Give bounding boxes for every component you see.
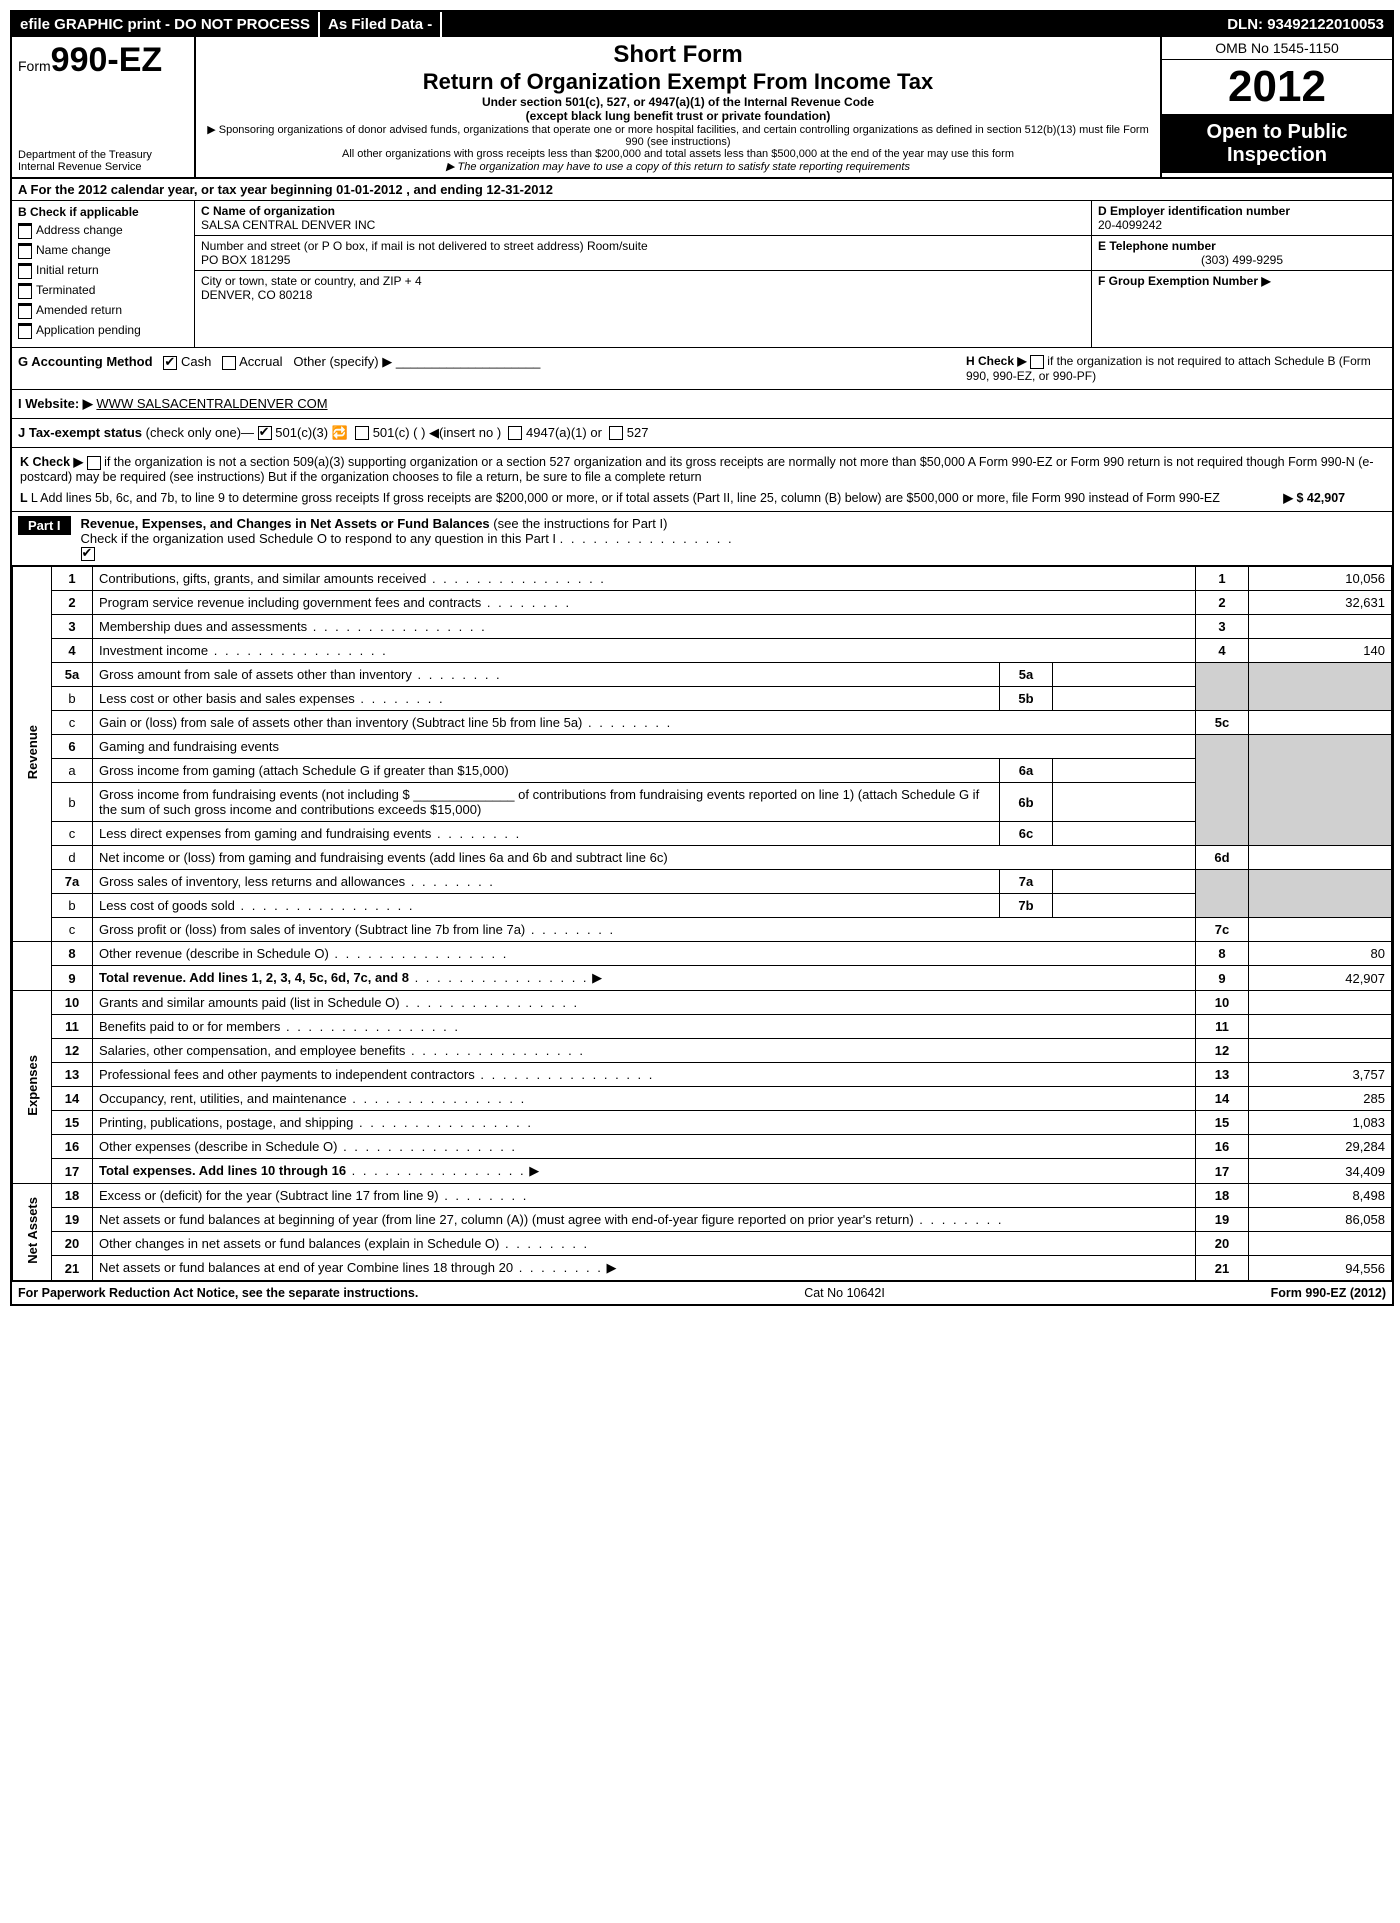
asfiled-label: As Filed Data - (320, 12, 442, 37)
total-revenue: 42,907 (1249, 966, 1392, 991)
line-16-value: 29,284 (1249, 1135, 1392, 1159)
block-b: B Check if applicable Address change Nam… (12, 201, 1392, 348)
row-a-tax-year: A For the 2012 calendar year, or tax yea… (12, 179, 1392, 201)
header-left: Form990-EZ Department of the Treasury In… (12, 37, 196, 177)
h-check: H Check ▶ if the organization is not req… (966, 354, 1386, 383)
side-expenses: Expenses (13, 991, 52, 1184)
form-header: Form990-EZ Department of the Treasury In… (12, 37, 1392, 179)
form-number: Form990-EZ (18, 41, 188, 80)
line-21-value: 94,556 (1249, 1256, 1392, 1281)
subtitle: Under section 501(c), 527, or 4947(a)(1)… (206, 95, 1150, 109)
header-note-3: ▶ The organization may have to use a cop… (206, 160, 1150, 173)
open-to-public: Open to Public Inspection (1162, 115, 1392, 173)
chk-k[interactable] (87, 456, 101, 470)
ein-value: 20-4099242 (1098, 218, 1386, 232)
org-city: DENVER, CO 80218 (201, 288, 1085, 302)
chk-527[interactable] (609, 426, 623, 440)
k-l-block: K Check ▶ if the organization is not a s… (12, 448, 1392, 512)
k-text: K Check ▶ if the organization is not a s… (20, 454, 1384, 484)
org-name-cell: C Name of organization SALSA CENTRAL DEN… (195, 201, 1091, 236)
gross-receipts-amount: ▶ $ 42,907 (1283, 491, 1345, 505)
section-c-org-info: C Name of organization SALSA CENTRAL DEN… (195, 201, 1091, 347)
total-expenses: 34,409 (1249, 1159, 1392, 1184)
chk-app-pending[interactable]: Application pending (18, 323, 188, 339)
header-title-block: Short Form Return of Organization Exempt… (196, 37, 1160, 177)
header-note-1: ▶ Sponsoring organizations of donor advi… (206, 123, 1150, 148)
phone-value: (303) 499-9295 (1098, 253, 1386, 267)
cat-no: Cat No 10642I (418, 1286, 1270, 1300)
efile-label: efile GRAPHIC print - DO NOT PROCESS (12, 12, 320, 37)
row-g-accounting: G Accounting Method Cash Accrual Other (… (12, 348, 1392, 390)
form-ref: Form 990-EZ (2012) (1271, 1286, 1386, 1300)
chk-schedule-b[interactable] (1030, 355, 1044, 369)
l-text: L L Add lines 5b, 6c, and 7b, to line 9 … (20, 490, 1384, 505)
header-note-2: All other organizations with gross recei… (206, 148, 1150, 160)
chk-cash[interactable] (163, 356, 177, 370)
g-label: G Accounting Method (18, 354, 153, 369)
return-title: Return of Organization Exempt From Incom… (206, 69, 1150, 95)
org-name: SALSA CENTRAL DENVER INC (201, 218, 1085, 232)
side-revenue: Revenue (13, 567, 52, 942)
chk-amended[interactable]: Amended return (18, 303, 188, 319)
line-4-value: 140 (1249, 639, 1392, 663)
org-city-cell: City or town, state or country, and ZIP … (195, 271, 1091, 347)
dept-treasury: Department of the Treasury Internal Reve… (18, 149, 188, 173)
form-990ez-page: efile GRAPHIC print - DO NOT PROCESS As … (10, 10, 1394, 1306)
line-1-desc: Contributions, gifts, grants, and simila… (93, 567, 1196, 591)
row-i-website: I Website: ▶ WWW SALSACENTRALDENVER COM (12, 390, 1392, 419)
header-right: OMB No 1545-1150 2012 Open to Public Ins… (1160, 37, 1392, 177)
top-bar: efile GRAPHIC print - DO NOT PROCESS As … (12, 12, 1392, 37)
line-15-value: 1,083 (1249, 1111, 1392, 1135)
chk-501c3[interactable] (258, 426, 272, 440)
b-label: B Check if applicable (18, 205, 188, 219)
line-19-value: 86,058 (1249, 1208, 1392, 1232)
ein-cell: D Employer identification number 20-4099… (1092, 201, 1392, 236)
part-i-table: Revenue 1 Contributions, gifts, grants, … (12, 566, 1392, 1281)
side-net-assets: Net Assets (13, 1184, 52, 1281)
tax-year: 2012 (1162, 60, 1392, 115)
line-1-value: 10,056 (1249, 567, 1392, 591)
chk-schedule-o[interactable] (81, 547, 95, 561)
paperwork-notice: For Paperwork Reduction Act Notice, see … (18, 1286, 418, 1300)
chk-name-change[interactable]: Name change (18, 243, 188, 259)
part-i-header: Part I Revenue, Expenses, and Changes in… (12, 512, 1392, 567)
short-form-label: Short Form (206, 41, 1150, 69)
chk-501c[interactable] (355, 426, 369, 440)
line-13-value: 3,757 (1249, 1063, 1392, 1087)
chk-terminated[interactable]: Terminated (18, 283, 188, 299)
omb-number: OMB No 1545-1150 (1162, 37, 1392, 60)
page-footer: For Paperwork Reduction Act Notice, see … (12, 1281, 1392, 1304)
chk-initial-return[interactable]: Initial return (18, 263, 188, 279)
part-i-badge: Part I (18, 516, 71, 535)
line-14-value: 285 (1249, 1087, 1392, 1111)
org-address: PO BOX 181295 (201, 253, 1085, 267)
chk-accrual[interactable] (222, 356, 236, 370)
section-b-checkboxes: B Check if applicable Address change Nam… (12, 201, 195, 347)
section-def: D Employer identification number 20-4099… (1091, 201, 1392, 347)
org-address-cell: Number and street (or P O box, if mail i… (195, 236, 1091, 271)
subtitle2: (except black lung benefit trust or priv… (206, 109, 1150, 123)
chk-address-change[interactable]: Address change (18, 223, 188, 239)
line-8-value: 80 (1249, 942, 1392, 966)
line-18-value: 8,498 (1249, 1184, 1392, 1208)
phone-cell: E Telephone number (303) 499-9295 (1092, 236, 1392, 271)
chk-4947[interactable] (508, 426, 522, 440)
line-2-value: 32,631 (1249, 591, 1392, 615)
group-exemption-cell: F Group Exemption Number ▶ (1092, 271, 1392, 347)
row-j-tax-status: J Tax-exempt status (check only one)— 50… (12, 419, 1392, 448)
website-link[interactable]: WWW SALSACENTRALDENVER COM (96, 396, 327, 411)
dln: DLN: 93492122010053 (1219, 12, 1392, 37)
